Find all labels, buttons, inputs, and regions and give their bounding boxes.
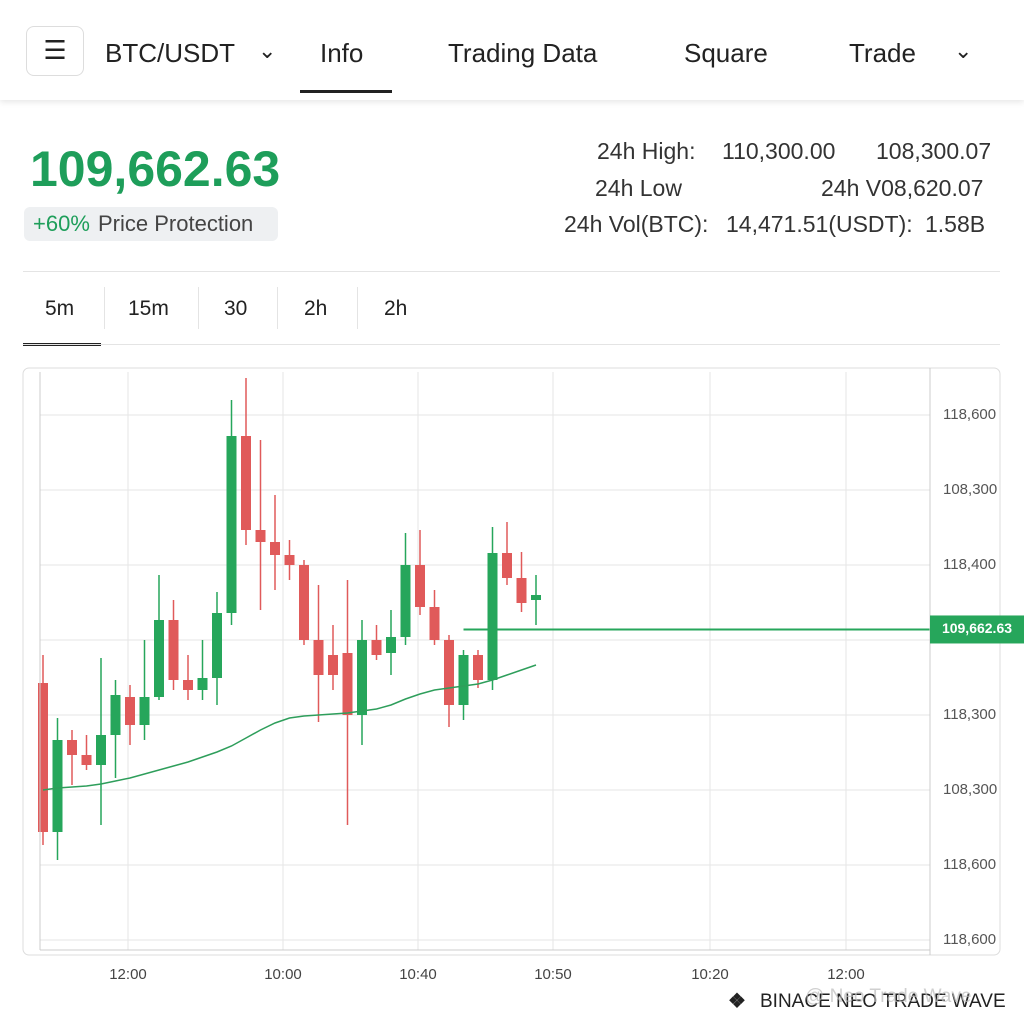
x-axis-label: 12:00 — [827, 966, 865, 983]
candle-body — [429, 607, 440, 640]
y-axis-label: 118,600 — [943, 931, 996, 948]
candle-body — [487, 553, 498, 680]
moving-average — [42, 664, 537, 791]
x-axis-label: 10:40 — [399, 966, 437, 983]
candle-body — [125, 697, 135, 725]
tab[interactable]: Trading Data — [448, 38, 598, 68]
candle-body — [197, 678, 208, 690]
x-axis-label: 10:20 — [691, 966, 729, 983]
candle-body — [241, 436, 251, 530]
candle-body — [154, 620, 164, 697]
candle-body — [38, 683, 48, 832]
y-axis-label: 118,600 — [943, 406, 996, 423]
stat-label: 24h High: — [597, 138, 696, 164]
symbol[interactable]: BTC/USDT — [105, 38, 235, 68]
x-axis-label: 10:00 — [264, 966, 302, 983]
x-axis-label: 10:50 — [534, 966, 572, 983]
watermark: BINACE NEO TRADE WAVE — [760, 991, 1006, 1012]
top-bar — [0, 0, 1024, 100]
chart-frame — [22, 367, 1001, 956]
candle-body — [81, 755, 92, 765]
candle-body — [444, 640, 454, 705]
y-axis-label: 118,600 — [943, 856, 996, 873]
candle-body — [371, 640, 382, 655]
candle-body — [357, 640, 367, 715]
candle-body — [52, 740, 63, 832]
candle-body — [386, 637, 396, 653]
candle-body — [531, 595, 541, 600]
stat-value: 108,300.07 — [876, 138, 992, 164]
candle-body — [96, 735, 106, 765]
candle-body — [458, 655, 469, 705]
tab[interactable]: Square — [684, 38, 768, 68]
candle-body — [328, 655, 338, 675]
badge-bg — [24, 207, 278, 241]
candle-body — [516, 578, 527, 603]
candle-body — [168, 620, 179, 680]
candle-body — [255, 530, 266, 542]
candle-body — [473, 655, 483, 680]
menu-button[interactable]: ☰ — [26, 26, 84, 76]
plot — [38, 372, 930, 950]
stat-label: 24h Vol(BTC): — [564, 211, 709, 237]
interval-tab[interactable]: 15m — [128, 297, 169, 320]
price: 109,662.63 — [30, 141, 281, 197]
interval-tab[interactable]: 2h — [304, 297, 328, 320]
sep — [198, 287, 199, 329]
candle-body — [284, 555, 295, 565]
candle-body — [110, 695, 121, 735]
stat-value: 1.58B — [925, 211, 986, 237]
stat-value: 14,471.51(USDT): — [726, 211, 913, 237]
candle-body — [313, 640, 324, 675]
y-axis-label: 108,300 — [943, 481, 997, 498]
tab[interactable]: Info — [320, 38, 364, 68]
last-price-tag — [930, 615, 1024, 644]
x-axis-label: 12:00 — [109, 966, 147, 983]
chevron[interactable]: ⌄ — [258, 38, 277, 63]
interval-tab[interactable]: 2h — [384, 297, 408, 320]
candle-body — [139, 697, 150, 725]
candle-body — [400, 565, 411, 637]
divider — [23, 271, 1000, 272]
y-axis-label: 118,300 — [943, 706, 996, 723]
candle-body — [226, 436, 237, 613]
change: +60% — [33, 211, 90, 236]
candle-body — [415, 565, 425, 607]
candle-body — [212, 613, 222, 678]
interval-tab[interactable]: 5m — [45, 297, 75, 320]
y-axis-label: 118,400 — [943, 556, 996, 573]
stat-value: 110,300.00 — [722, 138, 836, 164]
sep — [357, 287, 358, 329]
watermark-logo: ❖ — [728, 990, 746, 1012]
candle-body — [502, 553, 512, 578]
interval-tab[interactable]: 30 — [224, 297, 248, 320]
stat-label: 24h Low — [595, 175, 682, 201]
last-price-label: 109,662.63 — [942, 620, 1012, 636]
candle-body — [270, 542, 280, 555]
sep — [104, 287, 105, 329]
stat-value: 24h V08,620.07 — [821, 175, 984, 201]
chevron[interactable]: ⌄ — [954, 38, 973, 63]
candle-body — [183, 680, 193, 690]
badge: Price Protection — [98, 211, 254, 236]
divider — [23, 344, 1000, 345]
tab-underline — [300, 90, 392, 93]
candle-body — [342, 653, 353, 715]
candle-body — [299, 565, 309, 640]
sep — [277, 287, 278, 329]
y-axis-label: 108,300 — [943, 781, 997, 798]
tab[interactable]: Trade — [849, 38, 916, 68]
watermark: @ Neo Trade Wave — [805, 986, 971, 1007]
candle-body — [67, 740, 77, 755]
